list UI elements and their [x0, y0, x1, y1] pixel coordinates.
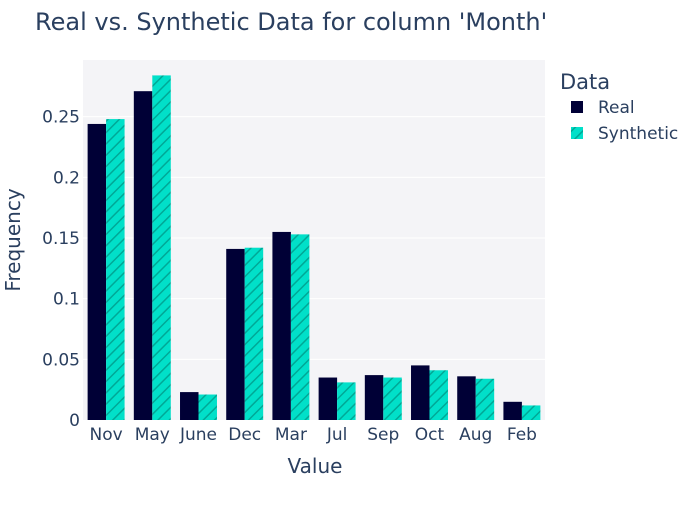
legend-label-real: Real [598, 98, 635, 118]
bar-synthetic-nov[interactable] [106, 119, 125, 420]
y-tick-label: 0.2 [53, 168, 80, 188]
x-tick-label: May [135, 425, 170, 445]
y-tick-label: 0.05 [42, 350, 80, 370]
bar-synthetic-may[interactable] [152, 75, 171, 420]
bar-synthetic-sep[interactable] [383, 377, 402, 420]
bar-real-feb[interactable] [503, 401, 522, 420]
legend-title: Data [560, 70, 610, 94]
bar-real-oct[interactable] [411, 365, 430, 420]
y-tick-label: 0 [69, 411, 80, 431]
y-axis-label: Frequency [1, 188, 25, 291]
bars [87, 75, 541, 421]
x-axis-label: Value [288, 454, 343, 478]
legend-item-synthetic[interactable]: Synthetic [571, 124, 678, 144]
y-tick-label: 0.1 [53, 290, 80, 310]
x-axis-ticks: Nov May June Dec Mar Jul Sep Oct Aug Feb [90, 425, 537, 445]
x-tick-label: Jul [326, 425, 348, 445]
x-tick-label: Oct [415, 425, 445, 445]
legend-swatch-real [571, 101, 583, 113]
bar-real-jul[interactable] [318, 377, 338, 420]
chart-title: Real vs. Synthetic Data for column 'Mont… [35, 8, 547, 36]
bar-real-nov[interactable] [87, 123, 107, 421]
bar-real-mar[interactable] [272, 231, 291, 420]
legend-item-real[interactable]: Real [571, 98, 635, 118]
x-tick-label: Mar [275, 425, 307, 445]
x-tick-label: Dec [228, 425, 261, 445]
x-tick-label: Feb [507, 425, 537, 445]
legend-label-synthetic: Synthetic [598, 124, 678, 144]
bar-real-may[interactable] [133, 91, 153, 420]
y-tick-label: 0.15 [42, 229, 80, 249]
bar-real-dec[interactable] [226, 248, 245, 420]
bar-synthetic-oct[interactable] [429, 370, 448, 420]
x-tick-label: June [179, 425, 217, 445]
legend: Data Real Synthetic [560, 70, 678, 144]
bar-synthetic-jul[interactable] [337, 382, 356, 420]
y-tick-label: 0.25 [42, 108, 80, 128]
x-tick-label: Sep [367, 425, 399, 445]
x-tick-label: Aug [459, 425, 492, 445]
legend-swatch-synthetic [571, 127, 583, 139]
bar-real-sep[interactable] [364, 375, 384, 420]
bar-real-aug[interactable] [457, 376, 476, 420]
bar-synthetic-dec[interactable] [244, 247, 264, 420]
bar-synthetic-mar[interactable] [290, 234, 310, 420]
y-axis-ticks: 0 0.05 0.1 0.15 0.2 0.25 [42, 108, 80, 431]
bar-synthetic-feb[interactable] [521, 405, 541, 420]
bar-synthetic-june[interactable] [198, 394, 217, 420]
x-tick-label: Nov [90, 425, 123, 445]
bar-real-june[interactable] [180, 392, 199, 420]
bar-synthetic-aug[interactable] [475, 378, 495, 420]
